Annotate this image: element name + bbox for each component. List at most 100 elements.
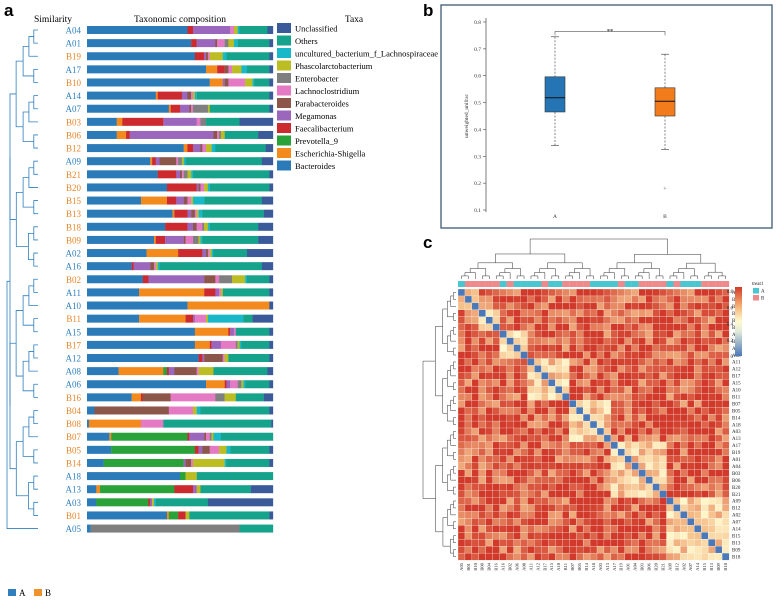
heatmap-cell bbox=[659, 518, 667, 526]
annotation-cell bbox=[485, 281, 493, 287]
heatmap-cell bbox=[596, 546, 605, 554]
heatmap-cell bbox=[464, 504, 473, 512]
heatmap-cell bbox=[485, 302, 493, 311]
heatmap-cell bbox=[527, 365, 535, 373]
bar-segment bbox=[176, 157, 179, 166]
heatmap-cell bbox=[610, 358, 619, 366]
bar-segment bbox=[191, 196, 194, 205]
heatmap-cell bbox=[631, 323, 639, 331]
heatmap-cell bbox=[645, 330, 653, 338]
heatmap-cell bbox=[694, 407, 702, 415]
colorbar-tick: 0.2 bbox=[727, 339, 734, 344]
heatmap-cell bbox=[506, 420, 514, 429]
heatmap-cell bbox=[485, 295, 493, 304]
heatmap-cell bbox=[659, 337, 667, 345]
bar-segment bbox=[209, 432, 212, 441]
heatmap-cell bbox=[499, 490, 507, 498]
heatmap-cell bbox=[603, 400, 612, 408]
bar-segment bbox=[252, 314, 274, 323]
heatmap-cell bbox=[534, 546, 542, 554]
heatmap-cell bbox=[680, 365, 688, 373]
heatmap-cell bbox=[464, 309, 473, 318]
heatmap-cell bbox=[638, 372, 646, 380]
heatmap-cell bbox=[687, 539, 695, 547]
heatmap-cell bbox=[534, 344, 542, 352]
heatmap-cell bbox=[582, 420, 591, 429]
heatmap-cell bbox=[673, 407, 681, 415]
heatmap-cell bbox=[617, 309, 626, 318]
bar-segment bbox=[261, 196, 274, 205]
heatmap-cell bbox=[555, 316, 563, 324]
heatmap-cell bbox=[680, 497, 688, 505]
heatmap-cell bbox=[617, 539, 626, 547]
bar-segment bbox=[241, 65, 248, 74]
heatmap-cell bbox=[582, 316, 591, 324]
heatmap-cell bbox=[673, 490, 681, 498]
dendrogram-branch bbox=[22, 177, 34, 208]
heatmap-cell bbox=[562, 393, 570, 401]
bar-segment bbox=[193, 485, 197, 494]
heatmap-cell bbox=[659, 490, 667, 498]
heatmap-cell bbox=[541, 372, 549, 380]
heatmap-cell bbox=[534, 511, 542, 519]
bar-segment bbox=[204, 222, 209, 231]
annotation-cell bbox=[548, 281, 556, 287]
bar-segment bbox=[193, 406, 197, 415]
heatmap-cell bbox=[589, 351, 598, 359]
heatmap-cell bbox=[527, 532, 535, 540]
heatmap-cell bbox=[680, 295, 688, 304]
heatmap-cell bbox=[708, 372, 716, 380]
heatmap-cell bbox=[701, 511, 709, 519]
x-tick-label: A bbox=[553, 214, 557, 220]
heatmap-cell bbox=[485, 539, 493, 547]
heatmap-cell bbox=[617, 413, 626, 422]
heatmap-cell bbox=[485, 518, 493, 526]
heatmap-cell bbox=[513, 511, 521, 519]
heatmap-cell bbox=[721, 372, 730, 380]
heatmap-cell bbox=[610, 455, 619, 463]
heatmap-cell bbox=[638, 455, 646, 463]
col-label: B01 bbox=[466, 563, 471, 571]
heatmap-cell bbox=[638, 337, 646, 345]
heatmap-cell bbox=[680, 420, 688, 429]
heatmap-cell bbox=[610, 448, 619, 457]
dendrogram-branch bbox=[704, 275, 712, 279]
heatmap-cell bbox=[527, 448, 535, 457]
heatmap-cell bbox=[645, 337, 653, 345]
heatmap-cell bbox=[701, 476, 709, 484]
heatmap-cell bbox=[694, 532, 702, 540]
heatmap-cell bbox=[603, 546, 612, 554]
heatmap-cell bbox=[596, 511, 605, 519]
bar-segment bbox=[246, 275, 270, 284]
heatmap-cell bbox=[534, 407, 542, 415]
heatmap-cell bbox=[471, 295, 480, 304]
heatmap-cell bbox=[687, 420, 695, 429]
heatmap-cell bbox=[527, 518, 535, 526]
bar-segment bbox=[206, 380, 225, 389]
heatmap-cell bbox=[464, 441, 473, 450]
bar-segment bbox=[209, 222, 259, 231]
heatmap-cell bbox=[541, 337, 549, 345]
heatmap-cell bbox=[721, 552, 730, 561]
heatmap-cell bbox=[471, 288, 480, 297]
sample-label: A07 bbox=[66, 104, 82, 114]
heatmap-cell bbox=[506, 427, 514, 436]
heatmap-cell bbox=[589, 434, 598, 443]
bar-segment bbox=[217, 39, 225, 48]
heatmap-cell bbox=[548, 358, 556, 366]
heatmap-cell bbox=[659, 309, 667, 318]
bar-segment bbox=[200, 144, 203, 153]
heatmap-cell bbox=[645, 427, 653, 436]
heatmap-cell bbox=[527, 351, 535, 359]
heatmap-cell bbox=[562, 552, 570, 561]
heatmap-cell bbox=[659, 532, 667, 540]
heatmap-cell bbox=[569, 330, 577, 338]
heatmap-cell bbox=[715, 358, 723, 366]
heatmap-cell bbox=[624, 351, 632, 359]
row-label: A09 bbox=[732, 500, 741, 505]
heatmap-cell bbox=[645, 386, 653, 394]
heatmap-cell bbox=[499, 330, 507, 338]
heatmap-cell bbox=[562, 323, 570, 331]
bar-segment bbox=[267, 26, 274, 34]
heatmap-cell bbox=[645, 441, 653, 450]
